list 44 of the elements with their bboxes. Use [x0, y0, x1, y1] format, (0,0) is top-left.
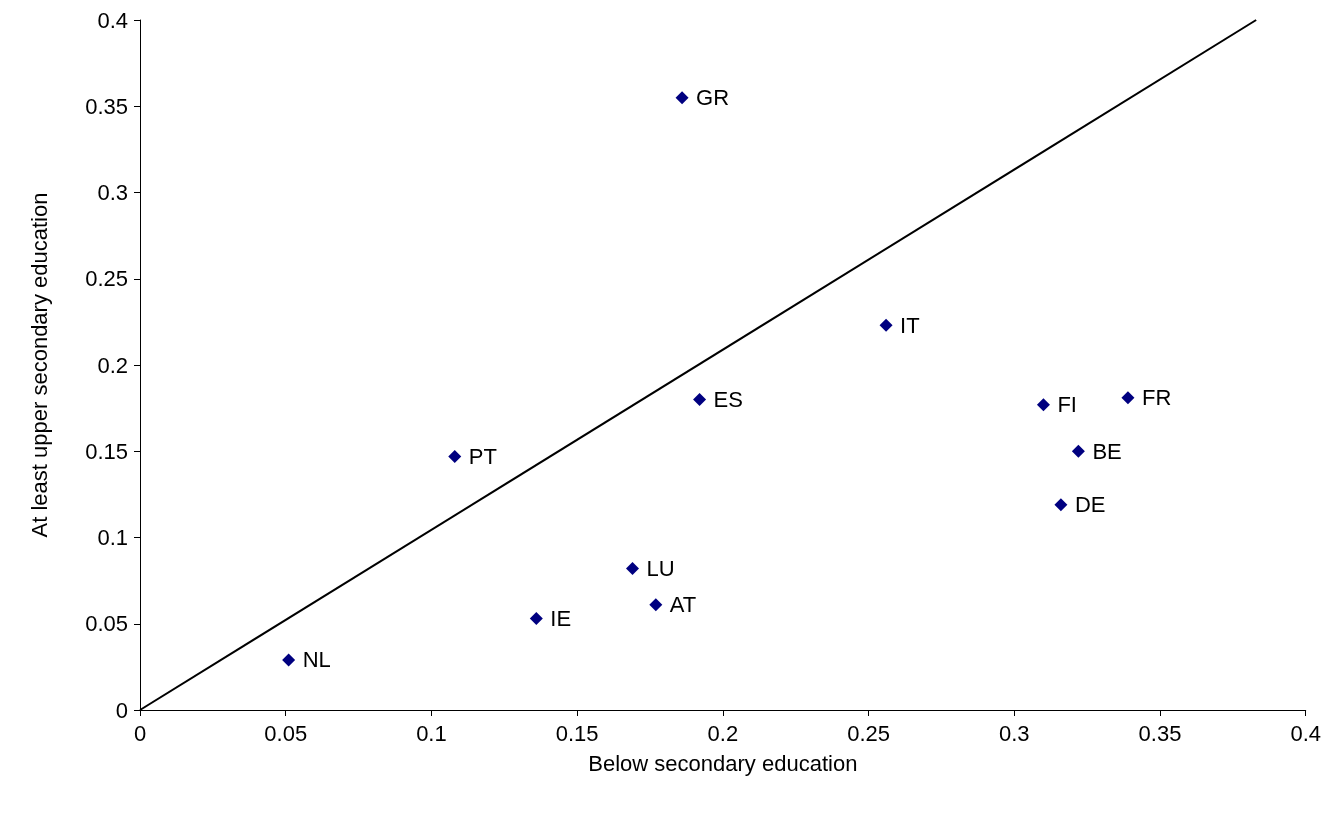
y-axis-title: At least upper secondary education: [26, 192, 52, 538]
x-tick-label: 0.05: [264, 720, 308, 746]
point: [1121, 391, 1135, 405]
point: [675, 91, 689, 105]
annotation: IT: [900, 312, 920, 338]
y-tick-label: 0.05: [85, 611, 128, 637]
annotation: ES: [713, 387, 743, 412]
point: [282, 653, 296, 667]
x-tick-label: 0.2: [707, 720, 739, 746]
point: [448, 449, 462, 463]
y-tick-label: 0.25: [85, 266, 128, 292]
annotation: FR: [1141, 385, 1172, 411]
x-tick-label: 0.15: [555, 720, 599, 746]
x-tick-label: 0.1: [416, 720, 447, 746]
y-tick-label: 0: [115, 697, 128, 723]
point: [1071, 444, 1085, 458]
annotation: AT: [669, 592, 697, 618]
y-tick-label: 0.35: [85, 93, 128, 119]
point: [879, 318, 893, 332]
x-tick-label: 0.35: [1138, 720, 1182, 746]
point: [529, 612, 543, 626]
annotation: IE: [550, 606, 572, 632]
point: [693, 393, 707, 406]
point: [649, 598, 663, 612]
x-tick-label: 0.3: [998, 720, 1030, 746]
x-axis-title: Below secondary education: [588, 750, 858, 776]
annotation: GR: [696, 85, 730, 111]
y-tick-label: 0.4: [97, 7, 128, 33]
x-tick-label: 0.4: [1290, 720, 1322, 746]
y-tick-label: 0.2: [97, 352, 128, 378]
y-tick-label: 0.3: [97, 180, 128, 205]
annotation: FI: [1057, 392, 1077, 418]
annotation: PT: [468, 443, 497, 469]
annotation: BE: [1092, 438, 1122, 464]
point: [1054, 498, 1068, 512]
x-tick-label: 0.25: [847, 720, 890, 746]
annotation: LU: [646, 556, 675, 582]
y-tick-label: 0.15: [85, 438, 128, 464]
x-tick-label: 0: [133, 720, 147, 746]
annotation: DE: [1074, 492, 1106, 518]
annotation: NL: [302, 647, 331, 673]
point: [1036, 398, 1050, 412]
point: [626, 562, 640, 576]
y-tick-label: 0.1: [97, 525, 128, 550]
